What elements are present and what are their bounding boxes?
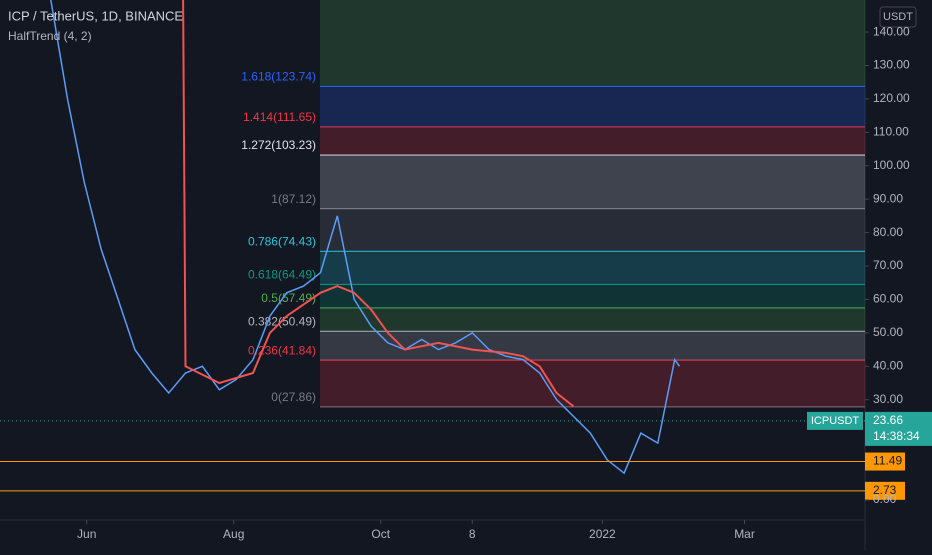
symbol-label: ICPUSDT <box>811 415 860 427</box>
x-tick-label: Aug <box>223 527 244 541</box>
fib-label: 0.786(74.43) <box>248 234 316 248</box>
level-label: 11.49 <box>873 454 902 468</box>
fib-label: 1.272(103.23) <box>241 138 316 152</box>
y-tick-label: 80.00 <box>873 225 903 239</box>
countdown-label: 14:38:34 <box>873 429 920 443</box>
y-tick-label: 130.00 <box>873 58 910 72</box>
y-tick-label: 140.00 <box>873 24 910 38</box>
x-tick-label: Oct <box>371 527 390 541</box>
price-tag <box>865 411 932 446</box>
y-tick-label: 70.00 <box>873 258 903 272</box>
y-tick-label: 30.00 <box>873 392 903 406</box>
fib-label: 1.618(123.74) <box>241 70 316 84</box>
y-tick-label: 0.00 <box>873 492 897 506</box>
fib-zone <box>320 126 865 155</box>
symbol-tag <box>807 411 863 430</box>
level-tag <box>865 452 905 471</box>
fib-zone <box>320 284 865 308</box>
level-tag <box>865 481 905 500</box>
currency-button[interactable] <box>879 6 917 28</box>
overlay: 11.49 2.73 ICPUSDT 23.66 14:38:34 <box>807 411 932 500</box>
y-tick-label: 40.00 <box>873 358 903 372</box>
fib-zone <box>320 360 865 407</box>
fib-zone <box>320 154 865 209</box>
y-tick-label: 90.00 <box>873 191 903 205</box>
x-tick-label: 8 <box>469 527 476 541</box>
plot: 0(27.86)0.236(41.84)0.382(50.49)0.5(57.4… <box>0 0 865 492</box>
fib-label: 0.5(57.49) <box>261 291 316 305</box>
y-tick-label: 60.00 <box>873 292 903 306</box>
fib-zone <box>320 0 865 87</box>
fib-zone <box>320 86 865 127</box>
fib-label: 1(87.12) <box>271 192 316 206</box>
y-tick-label: 50.00 <box>873 325 903 339</box>
x-tick-label: Jun <box>77 527 96 541</box>
fib-zone <box>320 208 865 252</box>
currency-label[interactable]: USDT <box>883 11 913 23</box>
fib-zone <box>320 307 865 332</box>
y-tick-label: 120.00 <box>873 91 910 105</box>
indicator-label: HalfTrend (4, 2) <box>8 29 92 43</box>
x-tick-label: Mar <box>734 527 755 541</box>
chart-title: ICP / TetherUS, 1D, BINANCE <box>8 8 183 23</box>
price-label: 23.66 <box>873 413 903 427</box>
series-line <box>182 0 575 408</box>
fib-label: 0.618(64.49) <box>248 268 316 282</box>
x-tick-label: 2022 <box>589 527 616 541</box>
series-line <box>50 0 681 475</box>
level-label: 2.73 <box>873 483 897 497</box>
fib-label: 1.414(111.65) <box>243 110 316 124</box>
y-tick-label: 110.00 <box>873 125 909 139</box>
fib-zone <box>320 251 865 285</box>
y-tick-label: 100.00 <box>873 158 910 172</box>
fib-label: 0(27.86) <box>271 390 316 404</box>
